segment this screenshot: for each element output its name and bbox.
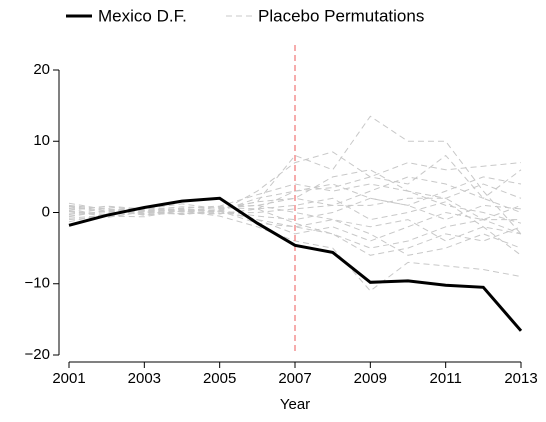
- x-tick-label: 2005: [203, 370, 236, 387]
- y-tick-label: 20: [33, 61, 50, 78]
- x-tick-label: 2011: [430, 370, 462, 387]
- x-tick-label: 2013: [504, 370, 537, 387]
- placebo-line: [68, 209, 522, 256]
- legend-label: Mexico D.F.: [98, 6, 187, 25]
- x-axis-label: Year: [280, 396, 310, 413]
- y-tick-label: 10: [33, 132, 50, 149]
- placebo-line: [68, 183, 522, 224]
- placebo-line: [68, 197, 522, 256]
- placebo-line: [68, 208, 522, 249]
- placebo-line: [68, 176, 522, 221]
- main-line: [68, 196, 523, 332]
- placebo-line: [68, 162, 522, 216]
- x-tick-label: 2003: [128, 370, 161, 387]
- placebo-line: [68, 204, 522, 242]
- legend-label: Placebo Permutations: [258, 6, 424, 25]
- y-tick-label: −20: [25, 346, 50, 363]
- placebo-line: [68, 183, 522, 221]
- x-tick-label: 2001: [52, 370, 85, 387]
- y-tick-label: −10: [25, 275, 50, 292]
- x-tick-label: 2007: [278, 370, 311, 387]
- placebo-line: [68, 169, 522, 216]
- x-tick-label: 2009: [354, 370, 387, 387]
- y-tick-label: 0: [42, 203, 50, 220]
